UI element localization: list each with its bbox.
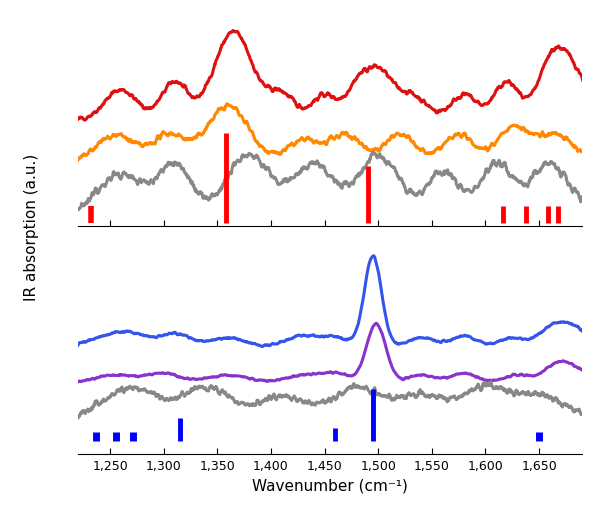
Text: IR absorption (a.u.): IR absorption (a.u.) [24, 154, 39, 301]
X-axis label: Wavenumber (cm⁻¹): Wavenumber (cm⁻¹) [252, 478, 408, 493]
